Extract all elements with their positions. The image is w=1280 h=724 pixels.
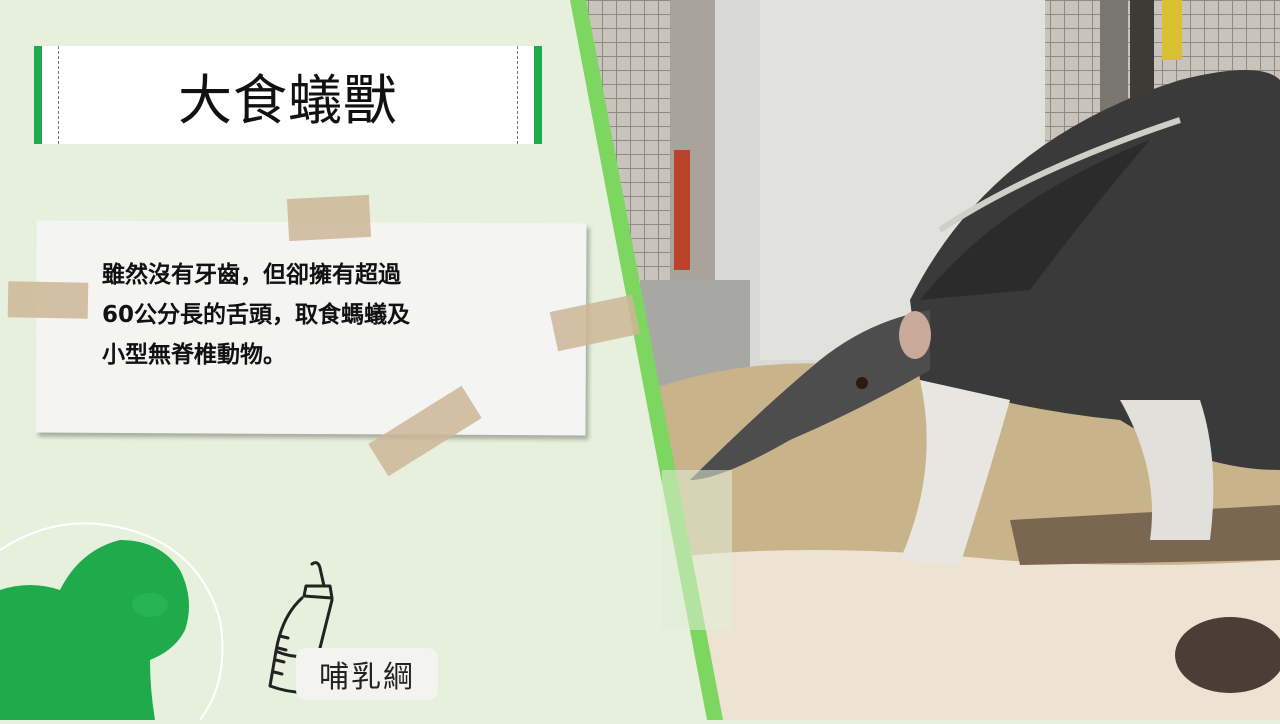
gorilla-silhouette-icon <box>0 522 224 720</box>
title-box: 大食蟻獸 <box>34 46 542 144</box>
translucent-square <box>662 470 732 630</box>
baby-bottle-icon <box>268 561 334 694</box>
description-text: 雖然沒有牙齒，但卻擁有超過 60公分長的舌頭，取食螞蟻及 小型無脊椎動物。 <box>102 262 411 368</box>
category-badge: 哺乳綱 <box>296 648 438 700</box>
tape-strip <box>7 281 89 319</box>
tape-strip <box>286 194 372 242</box>
page-title: 大食蟻獸 <box>178 68 398 132</box>
